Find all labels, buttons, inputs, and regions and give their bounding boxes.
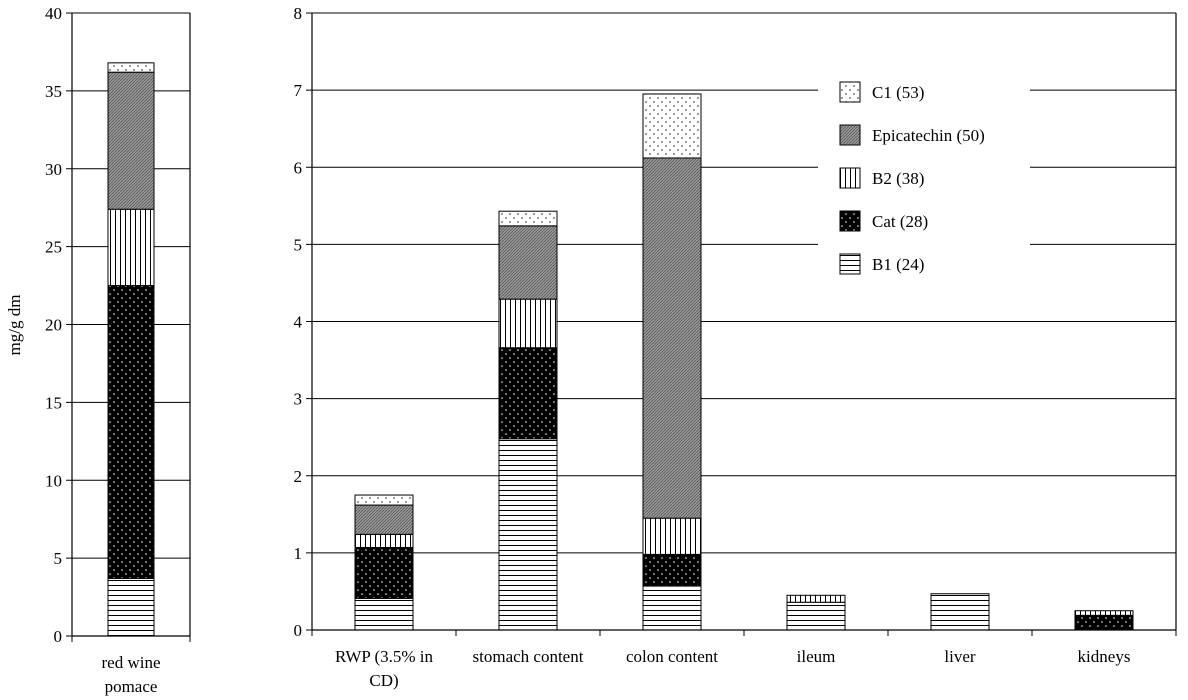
x-tick-label: ileum — [797, 647, 836, 666]
x-tick-label: kidneys — [1078, 647, 1131, 666]
y-tick-label: 10 — [45, 471, 62, 490]
bar-segment-b2 — [642, 517, 702, 555]
y-tick-label: 40 — [45, 4, 62, 23]
legend-label: B1 (24) — [872, 255, 924, 274]
y-tick-label: 25 — [45, 238, 62, 257]
bar-segment-epicatechin — [107, 71, 155, 210]
bar-segment-b2 — [498, 298, 558, 349]
y-tick-label: 35 — [45, 82, 62, 101]
bar-segment-b2 — [354, 533, 414, 548]
bar-segment-b1 — [930, 593, 990, 631]
y-tick-label: 3 — [294, 390, 303, 409]
stacked-bars — [354, 93, 1134, 631]
panel-tissues: 0 1 2 3 4 5 6 7 8 RWP (3.5% in CD) stomach content… — [294, 4, 1177, 690]
legend-label: B2 (38) — [872, 169, 924, 188]
bar-segment-b1 — [642, 585, 702, 631]
bar-segment-c1 — [107, 62, 155, 73]
y-tick-label: 4 — [294, 313, 303, 332]
bar-segment-b2 — [107, 208, 155, 287]
y-tick-label: 0 — [294, 621, 303, 640]
y-tick-label: 7 — [294, 81, 303, 100]
legend-label: Cat (28) — [872, 212, 928, 231]
bar-segment-cat — [107, 285, 155, 579]
bar-segment-c1 — [354, 494, 414, 506]
x-tick-labels: red wine pomace — [101, 653, 160, 696]
legend-label: Epicatechin (50) — [872, 126, 985, 145]
bar-segment-cat — [1074, 614, 1134, 631]
bar-segment-cat — [354, 546, 414, 599]
bar-segment-c1 — [498, 210, 558, 227]
bar-segment-epicatechin — [498, 225, 558, 300]
bar-segment-b1 — [354, 597, 414, 631]
legend-swatch — [839, 253, 861, 275]
x-tick-label: colon content — [626, 647, 718, 666]
axes — [311, 13, 1177, 636]
legend-label: C1 (53) — [872, 83, 924, 102]
x-tick-label: pomace — [105, 677, 158, 696]
x-tick-label: stomach content — [473, 647, 584, 666]
stacked-bars — [107, 62, 155, 637]
y-tick-label: 20 — [45, 316, 62, 335]
gridlines — [312, 12, 1176, 554]
y-tick-labels: 0 5 10 15 20 25 30 35 40 — [45, 4, 72, 646]
bar-segment-c1 — [642, 93, 702, 159]
y-tick-label: 30 — [45, 160, 62, 179]
y-tick-label: 2 — [294, 467, 303, 486]
bar-segment-cat — [498, 347, 558, 440]
y-axis-label: mg/g dm — [5, 295, 24, 356]
legend-swatch — [839, 167, 861, 189]
y-tick-label: 1 — [294, 544, 303, 563]
y-tick-labels: 0 1 2 3 4 5 6 7 8 — [294, 4, 312, 640]
bar-segment-epicatechin — [642, 157, 702, 519]
bar-segment-b1 — [498, 438, 558, 631]
bar-segment-b1 — [786, 601, 846, 631]
legend-swatch — [839, 124, 861, 146]
bar-segment-cat — [642, 553, 702, 587]
panel-red-wine-pomace: mg/g dm 0 5 10 15 20 25 30 35 40 red wine pomace — [5, 4, 191, 696]
y-tick-label: 5 — [54, 549, 63, 568]
y-tick-label: 0 — [54, 627, 63, 646]
bar-segment-b1 — [107, 577, 155, 637]
bar-segment-epicatechin — [354, 504, 414, 535]
x-tick-label: red wine — [101, 653, 160, 672]
y-tick-label: 6 — [294, 158, 303, 177]
y-tick-label: 5 — [294, 235, 303, 254]
legend-swatch — [839, 81, 861, 103]
bar-segment-b2 — [1074, 610, 1134, 616]
y-tick-label: 15 — [45, 393, 62, 412]
x-tick-label: CD) — [369, 671, 398, 690]
x-tick-label: liver — [944, 647, 975, 666]
bar-segment-b2 — [786, 594, 846, 603]
x-tick-labels: RWP (3.5% in CD) stomach content colon cont… — [335, 647, 1130, 690]
y-tick-label: 8 — [294, 4, 303, 23]
legend-swatch — [839, 210, 861, 232]
x-tick-label: RWP (3.5% in — [335, 647, 434, 666]
legend: C1 (53) Epicatechin (50) B2 (38) Cat (28) B1… — [839, 81, 985, 275]
